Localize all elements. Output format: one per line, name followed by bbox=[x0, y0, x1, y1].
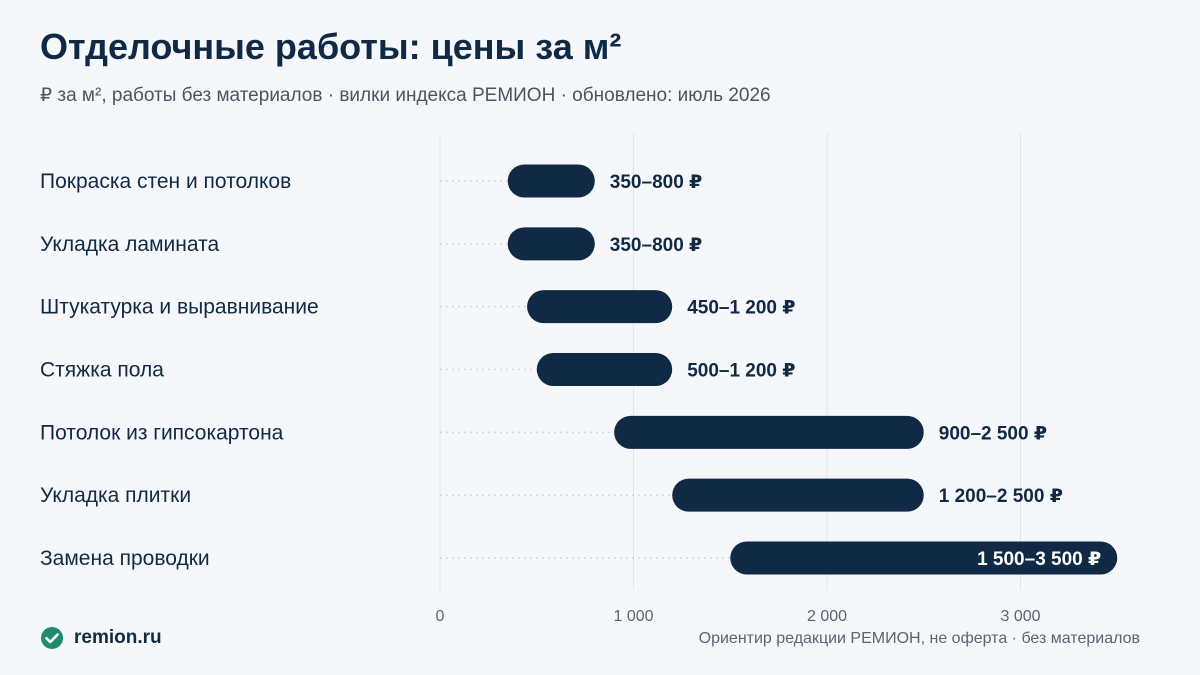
category-label: Потолок из гипсокартона bbox=[40, 421, 284, 444]
brand-name: remion.ru bbox=[74, 627, 162, 648]
category-label: Укладка плитки bbox=[40, 484, 191, 507]
data-label: 900–2 500 ₽ bbox=[939, 423, 1047, 444]
brand: remion.ru bbox=[40, 626, 162, 650]
data-label: 350–800 ₽ bbox=[610, 235, 702, 256]
range-bar bbox=[672, 478, 924, 512]
x-tick-label: 1 000 bbox=[613, 608, 653, 625]
range-bar bbox=[527, 290, 673, 324]
category-label: Укладка ламината bbox=[40, 233, 219, 256]
category-label: Штукатурка и выравнивание bbox=[40, 296, 319, 319]
x-tick-label: 0 bbox=[436, 608, 445, 625]
data-label: 1 200–2 500 ₽ bbox=[939, 486, 1063, 507]
data-label: 450–1 200 ₽ bbox=[687, 298, 795, 319]
chart-subtitle: ₽ за м², работы без материалов · вилки и… bbox=[40, 85, 771, 106]
footnote: Ориентир редакции РЕМИОН, не оферта · бе… bbox=[698, 630, 1140, 647]
x-tick-label: 2 000 bbox=[807, 608, 847, 625]
range-bar bbox=[536, 352, 673, 386]
category-label: Замена проводки bbox=[40, 547, 210, 570]
category-label: Стяжка пола bbox=[40, 358, 164, 381]
data-label: 500–1 200 ₽ bbox=[687, 360, 795, 381]
category-label: Покраска стен и потолков bbox=[40, 170, 291, 193]
range-bar bbox=[507, 164, 595, 198]
chart-title: Отделочные работы: цены за м² bbox=[40, 26, 622, 67]
range-bar bbox=[614, 415, 924, 449]
check-circle-icon bbox=[41, 627, 63, 649]
range-bar bbox=[507, 227, 595, 261]
data-label: 350–800 ₽ bbox=[610, 172, 702, 193]
range-bar bbox=[730, 541, 1118, 575]
x-tick-label: 3 000 bbox=[1000, 608, 1040, 625]
data-label: 1 500–3 500 ₽ bbox=[977, 549, 1101, 570]
